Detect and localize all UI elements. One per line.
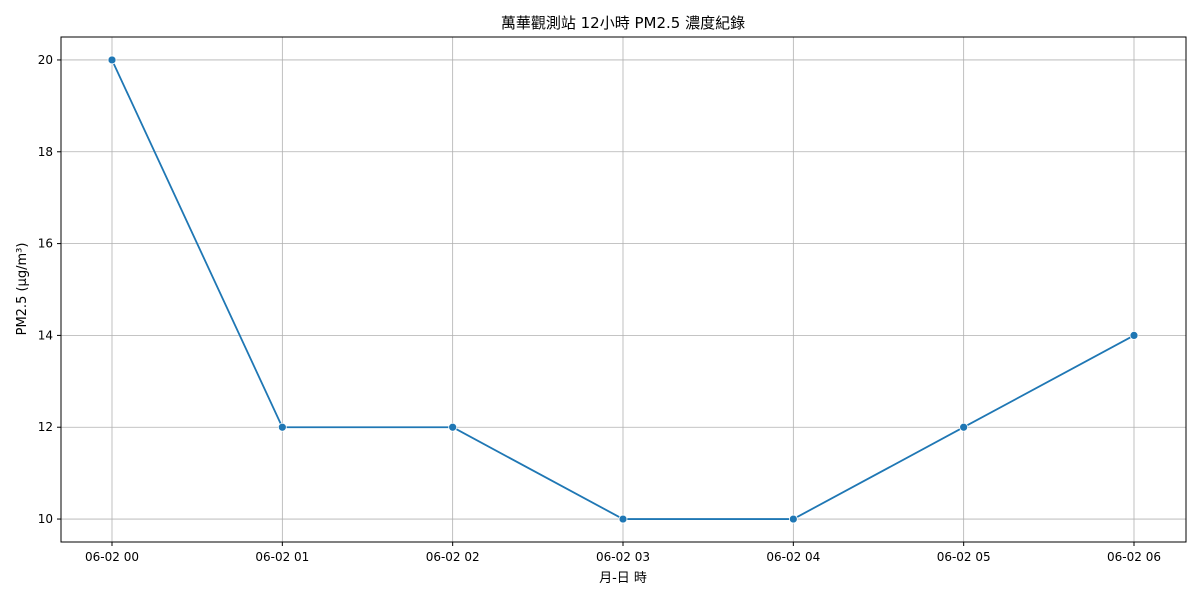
data-point bbox=[107, 55, 117, 65]
chart-title: 萬華觀測站 12小時 PM2.5 濃度紀錄 bbox=[501, 14, 745, 32]
x-tick-label: 06-02 06 bbox=[1107, 550, 1161, 564]
y-tick-label: 12 bbox=[38, 420, 53, 434]
data-point bbox=[788, 514, 798, 524]
data-point bbox=[448, 422, 458, 432]
x-tick-label: 06-02 05 bbox=[937, 550, 991, 564]
y-tick-label: 20 bbox=[38, 53, 53, 67]
x-tick-label: 06-02 03 bbox=[596, 550, 650, 564]
x-tick-label: 06-02 00 bbox=[85, 550, 139, 564]
y-axis-label: PM2.5 (µg/m³) bbox=[15, 243, 30, 336]
ticks: 06-02 00 06-02 01 06-02 02 06-02 03 06-02 04… bbox=[38, 53, 1161, 564]
series bbox=[107, 55, 1139, 524]
data-point bbox=[618, 514, 628, 524]
x-tick-label: 06-02 02 bbox=[426, 550, 480, 564]
grid bbox=[61, 37, 1186, 542]
x-tick-label: 06-02 04 bbox=[766, 550, 820, 564]
y-tick-label: 14 bbox=[38, 328, 53, 342]
y-tick-label: 10 bbox=[38, 512, 53, 526]
data-point bbox=[277, 422, 287, 432]
x-tick-label: 06-02 01 bbox=[255, 550, 309, 564]
data-point bbox=[959, 422, 969, 432]
y-tick-label: 16 bbox=[38, 237, 53, 251]
plot-frame bbox=[60, 36, 1187, 543]
y-tick-label: 18 bbox=[38, 145, 53, 159]
data-point bbox=[1129, 331, 1139, 340]
x-axis-label: 月-日 時 bbox=[599, 571, 647, 586]
